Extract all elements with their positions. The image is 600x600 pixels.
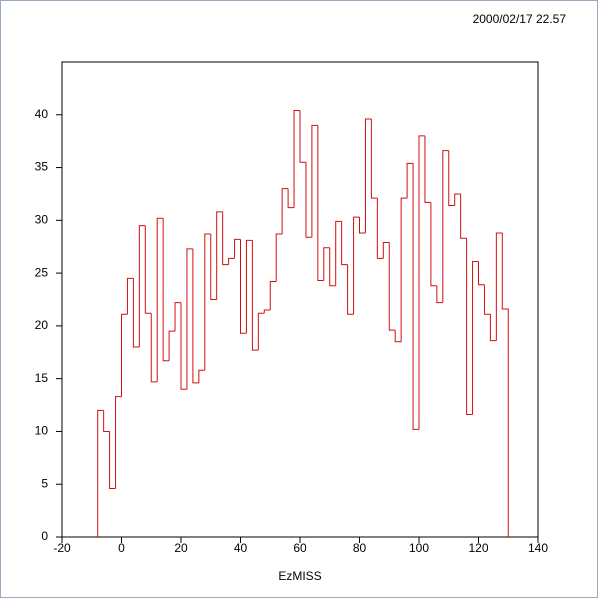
histogram-bin [269, 281, 277, 311]
histogram-bin [299, 110, 306, 163]
histogram-bin [341, 221, 348, 266]
x-tick-label: 20 [174, 541, 188, 555]
x-tick-label: 100 [409, 541, 429, 555]
histogram-bin [448, 150, 455, 207]
histogram-bin [97, 409, 104, 537]
histogram-bin [240, 239, 247, 334]
histogram-bin [400, 197, 408, 342]
histogram-bin [216, 211, 223, 300]
histogram-bin [126, 277, 134, 315]
x-tick-label: 140 [528, 541, 548, 555]
histogram-bin [168, 330, 176, 361]
histogram-bin [442, 150, 449, 303]
histogram-bin [204, 233, 211, 371]
histogram-bin [359, 217, 366, 234]
histogram-bin [251, 240, 259, 351]
histogram-bin [472, 261, 479, 415]
histogram-bin [132, 278, 140, 348]
histogram-bin [311, 124, 318, 238]
histogram-bin [347, 264, 354, 315]
histogram-bin [109, 431, 116, 489]
histogram-bin [364, 118, 372, 233]
histogram-bin [275, 233, 283, 282]
histogram-bin [138, 225, 146, 347]
histogram-bin [150, 313, 158, 383]
x-axis-label: EzMISS [278, 569, 321, 583]
y-tick-label: 15 [35, 371, 49, 385]
histogram-bin [198, 369, 205, 383]
histogram-bin [370, 119, 378, 199]
histogram-bin [222, 211, 229, 266]
histogram-bin [245, 239, 253, 334]
histogram-bin [103, 410, 110, 432]
y-tick-label: 0 [41, 529, 48, 543]
x-tick-label: 60 [293, 541, 307, 555]
histogram-bin [162, 218, 170, 362]
histogram-bin [436, 285, 443, 304]
histogram-bin [234, 238, 241, 259]
y-tick-label: 40 [35, 107, 49, 121]
histogram-bin [335, 220, 342, 286]
histogram-bin [376, 198, 384, 259]
histogram-bin [210, 234, 217, 300]
histogram-bin [430, 202, 437, 287]
histogram-bin [418, 135, 425, 430]
histogram-bin [329, 247, 336, 287]
y-tick-label: 10 [35, 424, 49, 438]
histogram-bin [454, 193, 461, 206]
histogram-bin [406, 162, 414, 199]
y-tick-label: 30 [35, 213, 49, 227]
y-tick-label: 20 [35, 318, 49, 332]
histogram-bin [186, 248, 193, 390]
histogram-bin [501, 233, 509, 537]
histogram-bin [483, 284, 491, 315]
x-tick-label: 0 [118, 541, 125, 555]
histogram-bin [180, 302, 187, 390]
y-tick-label: 25 [35, 265, 49, 279]
timestamp: 2000/02/17 22.57 [473, 12, 567, 26]
histogram-bin [466, 238, 473, 416]
histogram-bin [317, 125, 324, 281]
histogram-bin [382, 242, 390, 259]
histogram-bin [388, 242, 396, 331]
x-tick-label: -20 [53, 541, 71, 555]
histogram-bin [305, 162, 312, 238]
histogram-bin [281, 188, 289, 235]
histogram-bin [174, 302, 181, 332]
x-tick-label: 40 [234, 541, 248, 555]
histogram-bin [287, 188, 295, 209]
histogram-bin [460, 193, 467, 239]
histogram-bin [323, 247, 330, 281]
histogram-bin [228, 257, 235, 265]
histogram-bin [489, 314, 497, 342]
histogram-bin [257, 312, 265, 351]
x-tick-label: 120 [468, 541, 488, 555]
histogram-bin [424, 135, 431, 203]
y-tick-label: 35 [35, 160, 49, 174]
y-tick-label: 5 [41, 476, 48, 490]
histogram-bin [156, 217, 164, 382]
histogram-bin [353, 216, 360, 315]
histogram-bin [495, 232, 503, 341]
histogram-bin [263, 309, 271, 314]
histogram-bin [293, 110, 300, 208]
histogram-bin [192, 248, 199, 384]
histogram-bin [412, 163, 419, 430]
x-tick-label: 80 [353, 541, 367, 555]
histogram-bin [144, 225, 152, 314]
histogram-bin [394, 330, 402, 343]
histogram-bin [115, 396, 122, 489]
histogram-bin [121, 313, 128, 397]
histogram-bin [478, 261, 485, 286]
